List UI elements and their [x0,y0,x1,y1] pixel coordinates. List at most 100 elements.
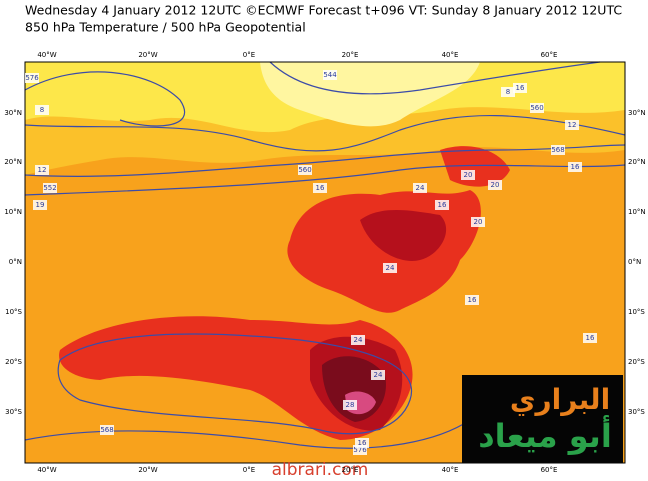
contour [24,164,626,196]
contour-label: 544 [323,71,337,79]
contour-label-box [583,333,597,343]
latitude-label: 30°N [4,109,22,117]
longitude-label: 40°W [37,51,56,59]
contour-label-box [323,70,337,80]
logo-top: البراري [510,383,610,416]
contour-label: 24 [374,371,383,379]
logo-bottom: أبو ميعاد [478,415,612,455]
contour-label-box [565,120,579,130]
longitude-label: 40°E [442,466,459,474]
contour-label-box [100,425,114,435]
longitude-label: 20°W [138,51,157,59]
contour-label-box [298,165,312,175]
contour-label: 16 [586,334,595,342]
contour-label: 560 [530,104,543,112]
contour-label: 576 [353,446,367,454]
contour-label-box [371,370,385,380]
contour-label-box [501,87,515,97]
latitude-label: 10°S [628,308,645,316]
warm-arabia [440,146,510,187]
longitude-label: 60°E [541,466,558,474]
latitude-label: 30°N [628,109,646,117]
contour-label: 24 [354,336,363,344]
contour-label-box [568,162,582,172]
longitude-label: 0°E [243,51,255,59]
contour-label: 576 [25,74,39,82]
contour-label-box [351,335,365,345]
contour [24,71,186,127]
longitude-label: 20°W [138,466,157,474]
longitude-label: 20°E [342,51,359,59]
header-line2: 850 hPa Temperature / 500 hPa Geopotenti… [25,20,306,35]
longitude-label: 40°E [442,51,459,59]
latitude-label: 10°N [628,208,646,216]
watermark: albrari.com [272,460,369,480]
contour-label-box [471,217,485,227]
contour-label-box [33,200,47,210]
longitude-label: 0°E [243,466,255,474]
contour-label-box [353,445,367,455]
contour-label: 19 [36,201,45,209]
latitude-label: 20°N [628,158,646,166]
contour-label: 560 [298,166,311,174]
map-area [24,61,626,464]
contour-label: 12 [568,121,577,129]
latitude-label: 10°S [5,308,22,316]
contour [57,333,413,435]
contour-label: 12 [38,166,47,174]
contour-label-box [513,83,527,93]
contour-label-box [383,263,397,273]
header-line1: Wednesday 4 January 2012 12UTC ©ECMWF Fo… [25,3,622,18]
contour-label: 16 [571,163,580,171]
contour-label-box [465,295,479,305]
contour-label: 568 [100,426,113,434]
latitude-label: 30°S [628,408,645,416]
longitude-label: 40°W [37,466,56,474]
map-frame [24,61,626,464]
contour-label-box [435,200,449,210]
latitude-label: 20°S [5,358,22,366]
contour-label: 8 [40,106,44,114]
latitude-label: 10°N [4,208,22,216]
contour-label: 20 [491,181,500,189]
longitude-label: 60°E [541,51,558,59]
contour [269,61,601,95]
contour-label-box [551,145,565,155]
contour-label: 16 [358,439,367,447]
contour-label: 24 [416,184,425,192]
logo-box [462,375,623,463]
contour-label: 16 [438,201,447,209]
contour-label-box [35,165,49,175]
contour-label: 16 [516,84,525,92]
contour-label-box [313,183,327,193]
latitude-label: 0°N [9,258,22,266]
contour-label: 20 [474,218,483,226]
longitude-label: 20°E [342,466,359,474]
contour-label: 16 [468,296,477,304]
contour-label-box [35,105,49,115]
contour-label: 28 [346,401,355,409]
latitude-label: 30°S [5,408,22,416]
latitude-label: 0°N [628,258,641,266]
latitude-label: 20°S [628,358,645,366]
contour-label-box [413,183,427,193]
contour-label: 20 [464,171,473,179]
contour-label: 568 [551,146,564,154]
contour [24,115,626,152]
hot-core-north [360,210,447,261]
contour-label: 552 [43,184,56,192]
contour-label-box [343,400,357,410]
contour-label: 24 [386,264,395,272]
contour-label-box [488,180,502,190]
contour-label-box [530,103,544,113]
contour-label-box [25,73,39,83]
contour-label-box [43,183,57,193]
contour-label: 8 [506,88,510,96]
contour-label: 16 [316,184,325,192]
latitude-label: 20°N [4,158,22,166]
contour-label-box [461,170,475,180]
contour-label-box [355,438,369,448]
contour [24,419,471,449]
